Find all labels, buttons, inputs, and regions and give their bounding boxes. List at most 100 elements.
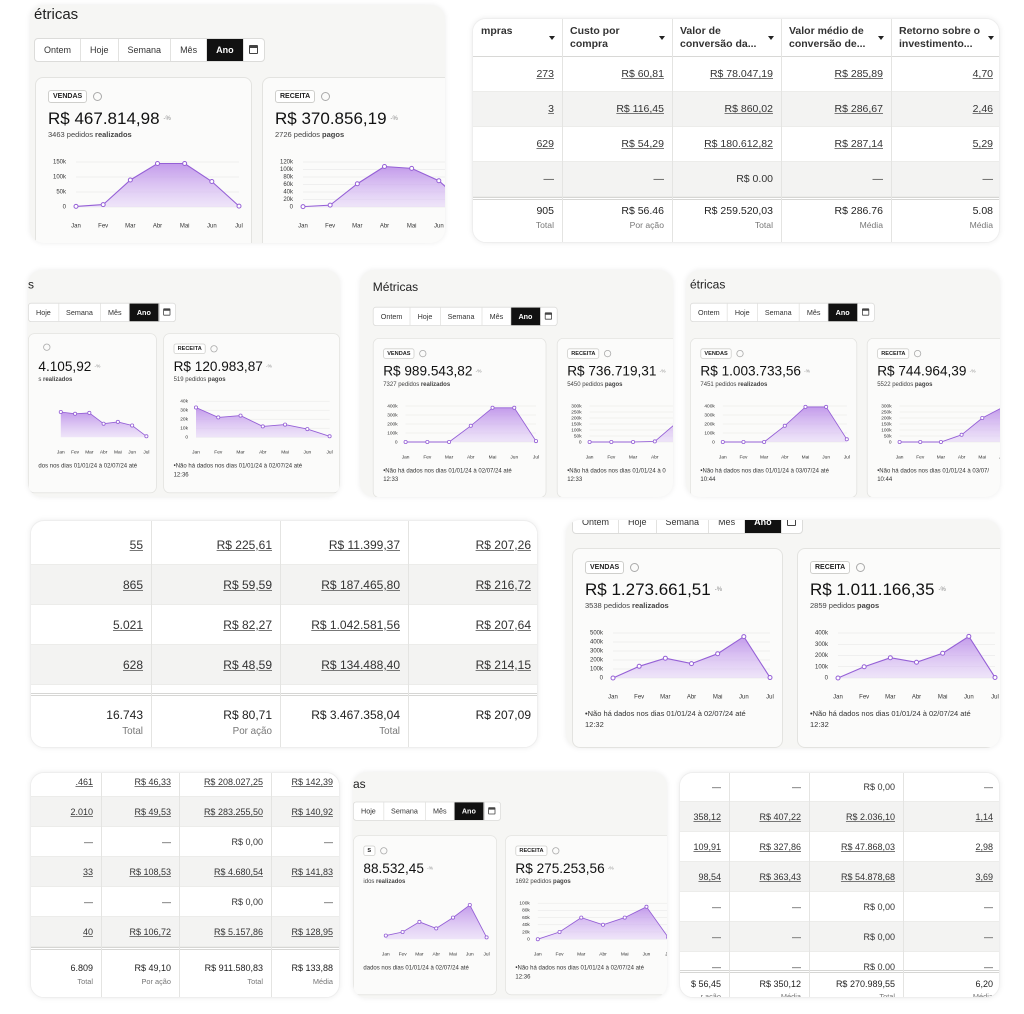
- table-cell[interactable]: 3: [548, 103, 554, 115]
- info-icon[interactable]: [552, 847, 560, 855]
- period-tab[interactable]: Ontem: [35, 39, 82, 61]
- info-icon[interactable]: [379, 847, 388, 855]
- table-cell[interactable]: 5,29: [972, 138, 993, 150]
- table-cell[interactable]: R$ 116,45: [616, 103, 664, 115]
- table-cell[interactable]: R$ 128,95: [291, 927, 333, 937]
- period-tab[interactable]: Hoje: [81, 39, 119, 61]
- calendar-button[interactable]: [484, 802, 500, 820]
- period-tab[interactable]: Hoje: [354, 802, 384, 820]
- table-cell[interactable]: R$ 5.157,86: [213, 927, 263, 937]
- table-cell[interactable]: R$ 216,72: [475, 578, 531, 592]
- table-cell[interactable]: 98,54: [698, 872, 721, 882]
- period-tab[interactable]: Semana: [440, 307, 483, 326]
- table-cell[interactable]: R$ 214,15: [475, 658, 531, 672]
- table-cell[interactable]: 865: [122, 578, 143, 592]
- info-icon[interactable]: [321, 92, 331, 101]
- info-icon[interactable]: [736, 350, 744, 358]
- calendar-button[interactable]: [244, 39, 264, 61]
- sort-caret[interactable]: [659, 36, 665, 40]
- calendar-button[interactable]: [159, 304, 175, 322]
- period-tab[interactable]: Semana: [384, 802, 426, 820]
- sort-caret[interactable]: [549, 36, 555, 40]
- table-cell[interactable]: R$ 180.612,82: [704, 138, 773, 150]
- table-cell[interactable]: R$ 54.878,68: [840, 872, 895, 882]
- calendar-button[interactable]: [540, 308, 556, 326]
- table-cell[interactable]: 55: [129, 538, 143, 552]
- table-cell[interactable]: 40: [82, 927, 93, 937]
- info-icon[interactable]: [43, 343, 51, 351]
- info-icon[interactable]: [419, 350, 427, 358]
- table-cell[interactable]: R$ 287,14: [834, 138, 883, 150]
- table-cell[interactable]: .461: [75, 777, 93, 787]
- table-cell[interactable]: 3,69: [975, 872, 993, 882]
- period-tab[interactable]: Ano: [828, 303, 858, 322]
- info-icon[interactable]: [856, 563, 866, 572]
- period-tab[interactable]: Ano: [207, 39, 244, 61]
- table-cell[interactable]: 2.010: [70, 807, 93, 817]
- period-tab[interactable]: Mês: [426, 802, 455, 820]
- table-cell[interactable]: R$ 11.399,37: [328, 538, 400, 552]
- table-cell[interactable]: R$ 141,83: [291, 867, 333, 877]
- table-cell[interactable]: R$ 106,72: [129, 927, 171, 937]
- period-tab[interactable]: Semana: [119, 39, 172, 61]
- table-cell[interactable]: 109,91: [693, 842, 721, 852]
- table-cell[interactable]: R$ 47.868,03: [840, 842, 895, 852]
- table-cell[interactable]: R$ 78.047,19: [709, 68, 773, 80]
- table-cell[interactable]: R$ 187.465,80: [321, 578, 400, 592]
- period-tab[interactable]: Ontem: [374, 307, 411, 326]
- period-tab[interactable]: Mês: [101, 303, 130, 322]
- period-tab[interactable]: Ano: [511, 307, 541, 326]
- header-cell[interactable]: Valor de conversão da...: [672, 19, 781, 57]
- period-tab[interactable]: Ano: [745, 520, 782, 533]
- info-icon[interactable]: [210, 345, 218, 353]
- table-cell[interactable]: R$ 285,89: [834, 68, 883, 80]
- table-cell[interactable]: R$ 46,33: [134, 777, 171, 787]
- table-cell[interactable]: R$ 82,27: [223, 618, 272, 632]
- table-cell[interactable]: 629: [536, 138, 554, 150]
- period-tab[interactable]: Hoje: [410, 307, 441, 326]
- table-cell[interactable]: 2,98: [975, 842, 993, 852]
- table-cell[interactable]: 5.021: [112, 618, 143, 632]
- table-cell[interactable]: R$ 207,26: [475, 538, 531, 552]
- period-tab[interactable]: Ontem: [691, 303, 728, 322]
- table-cell[interactable]: R$ 327,86: [759, 842, 801, 852]
- period-tab[interactable]: Mês: [171, 39, 208, 61]
- period-tab[interactable]: Hoje: [728, 303, 758, 322]
- table-cell[interactable]: R$ 1.042.581,56: [311, 618, 400, 632]
- table-cell[interactable]: 2,46: [972, 103, 993, 115]
- calendar-button[interactable]: [782, 520, 802, 533]
- period-tab[interactable]: Mês: [482, 307, 512, 326]
- table-cell[interactable]: 1,14: [975, 812, 993, 822]
- table-cell[interactable]: 33: [82, 867, 93, 877]
- table-cell[interactable]: R$ 60,81: [621, 68, 664, 80]
- info-icon[interactable]: [630, 563, 640, 572]
- calendar-button[interactable]: [858, 304, 874, 322]
- table-cell[interactable]: R$ 49,53: [134, 807, 171, 817]
- period-tab[interactable]: Ano: [129, 303, 159, 322]
- period-tab[interactable]: Semana: [758, 303, 800, 322]
- table-cell[interactable]: R$ 407,22: [759, 812, 801, 822]
- header-cell[interactable]: Retorno sobre o investimento...: [891, 19, 999, 57]
- period-tab[interactable]: Ontem: [573, 520, 620, 533]
- table-cell[interactable]: R$ 363,43: [759, 872, 801, 882]
- header-cell[interactable]: Custo por compra: [562, 19, 672, 57]
- period-tab[interactable]: Semana: [59, 303, 101, 322]
- sort-caret[interactable]: [988, 36, 994, 40]
- info-icon[interactable]: [604, 350, 612, 358]
- period-tab[interactable]: Hoje: [619, 520, 657, 533]
- period-tab[interactable]: Mês: [709, 520, 746, 533]
- table-cell[interactable]: R$ 134.488,40: [321, 658, 400, 672]
- header-cell[interactable]: Valor médio de conversão de...: [781, 19, 891, 57]
- table-cell[interactable]: R$ 207,64: [475, 618, 531, 632]
- table-cell[interactable]: R$ 140,92: [291, 807, 333, 817]
- sort-caret[interactable]: [878, 36, 884, 40]
- period-tab[interactable]: Ano: [454, 802, 484, 820]
- info-icon[interactable]: [914, 350, 922, 358]
- table-cell[interactable]: R$ 286,67: [834, 103, 883, 115]
- table-cell[interactable]: R$ 54,29: [621, 138, 664, 150]
- table-cell[interactable]: R$ 48,59: [223, 658, 272, 672]
- table-cell[interactable]: 358,12: [693, 812, 721, 822]
- table-cell[interactable]: 4,70: [972, 68, 993, 80]
- table-cell[interactable]: R$ 142,39: [291, 777, 333, 787]
- header-cell[interactable]: mpras: [473, 19, 562, 57]
